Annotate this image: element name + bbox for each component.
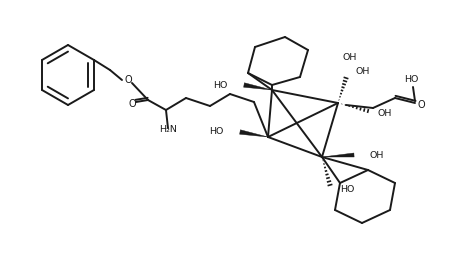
Text: H₂N: H₂N — [159, 125, 177, 134]
Text: HO: HO — [340, 186, 355, 195]
Text: OH: OH — [343, 54, 357, 63]
Polygon shape — [244, 83, 272, 90]
Polygon shape — [239, 130, 268, 137]
Polygon shape — [322, 153, 354, 157]
Text: O: O — [417, 100, 425, 110]
Text: OH: OH — [356, 67, 370, 76]
Text: HO: HO — [210, 127, 224, 136]
Text: HO: HO — [404, 74, 418, 83]
Text: OH: OH — [370, 151, 384, 160]
Text: O: O — [128, 99, 136, 109]
Text: OH: OH — [378, 108, 392, 117]
Text: O: O — [124, 75, 132, 85]
Text: HO: HO — [214, 81, 228, 90]
